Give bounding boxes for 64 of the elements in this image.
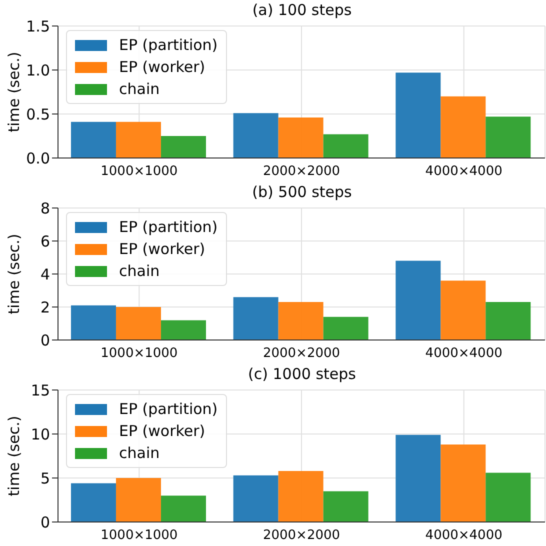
y-axis-title: time (sec.) — [5, 234, 23, 314]
y-tick-label: 0.5 — [26, 105, 50, 124]
bar — [396, 72, 441, 158]
chart-title: (b) 500 steps — [252, 183, 352, 201]
y-tick-label: 8 — [40, 199, 50, 218]
y-tick-label: 0.0 — [26, 149, 50, 168]
x-tick-label: 2000×2000 — [262, 164, 340, 180]
legend-label: EP (partition) — [119, 36, 218, 54]
bar — [440, 96, 486, 158]
bar — [233, 297, 278, 340]
x-tick-label: 1000×1000 — [100, 346, 178, 362]
y-tick-label: 0 — [40, 513, 50, 532]
chart-title: (c) 1000 steps — [248, 365, 356, 383]
bar — [323, 134, 368, 158]
bar — [278, 118, 324, 158]
bar — [278, 470, 324, 522]
bar — [486, 302, 531, 340]
y-tick-label: 0 — [40, 331, 50, 350]
y-tick-label: 2 — [40, 298, 50, 316]
chart-title: (a) 100 steps — [252, 1, 352, 19]
x-tick-label: 2000×2000 — [262, 346, 340, 362]
bar — [160, 496, 206, 522]
x-tick-label: 1000×1000 — [100, 164, 178, 180]
bar — [323, 316, 368, 340]
bar — [70, 122, 116, 158]
bar — [116, 122, 161, 158]
y-tick-label: 1.0 — [26, 61, 50, 80]
bar — [160, 320, 206, 340]
bar — [396, 434, 441, 522]
bar — [116, 307, 161, 340]
x-tick-label: 2000×2000 — [262, 528, 340, 544]
x-tick-label: 1000×1000 — [100, 528, 178, 544]
bar — [233, 475, 278, 522]
legend-label: EP (worker) — [119, 58, 206, 76]
bar — [70, 483, 116, 522]
bar — [440, 280, 486, 340]
y-tick-label: 4 — [40, 265, 50, 284]
legend-label: chain — [119, 80, 160, 98]
y-axis-title: time (sec.) — [5, 52, 23, 132]
legend-label: chain — [119, 444, 160, 462]
x-tick-label: 4000×4000 — [425, 346, 502, 362]
legend-label: EP (worker) — [119, 240, 206, 258]
x-tick-label: 4000×4000 — [425, 528, 502, 544]
bar — [486, 472, 531, 522]
bar — [278, 302, 324, 340]
bar — [160, 136, 206, 158]
y-tick-label: 5 — [40, 469, 50, 488]
y-axis-title: time (sec.) — [5, 416, 23, 496]
y-tick-label: 10 — [30, 425, 50, 444]
legend-label: EP (worker) — [119, 422, 206, 440]
y-tick-label: 15 — [30, 381, 50, 400]
bar — [233, 113, 278, 158]
bar — [323, 491, 368, 522]
legend-label: chain — [119, 262, 160, 280]
y-tick-label: 6 — [40, 232, 50, 250]
y-tick-label: 1.5 — [26, 17, 50, 36]
bar — [70, 305, 116, 340]
bar — [116, 478, 161, 522]
legend-label: EP (partition) — [119, 218, 218, 236]
bar — [396, 260, 441, 340]
bar — [486, 116, 531, 158]
x-tick-label: 4000×4000 — [425, 164, 502, 180]
legend-label: EP (partition) — [119, 400, 218, 418]
bar — [440, 444, 486, 522]
